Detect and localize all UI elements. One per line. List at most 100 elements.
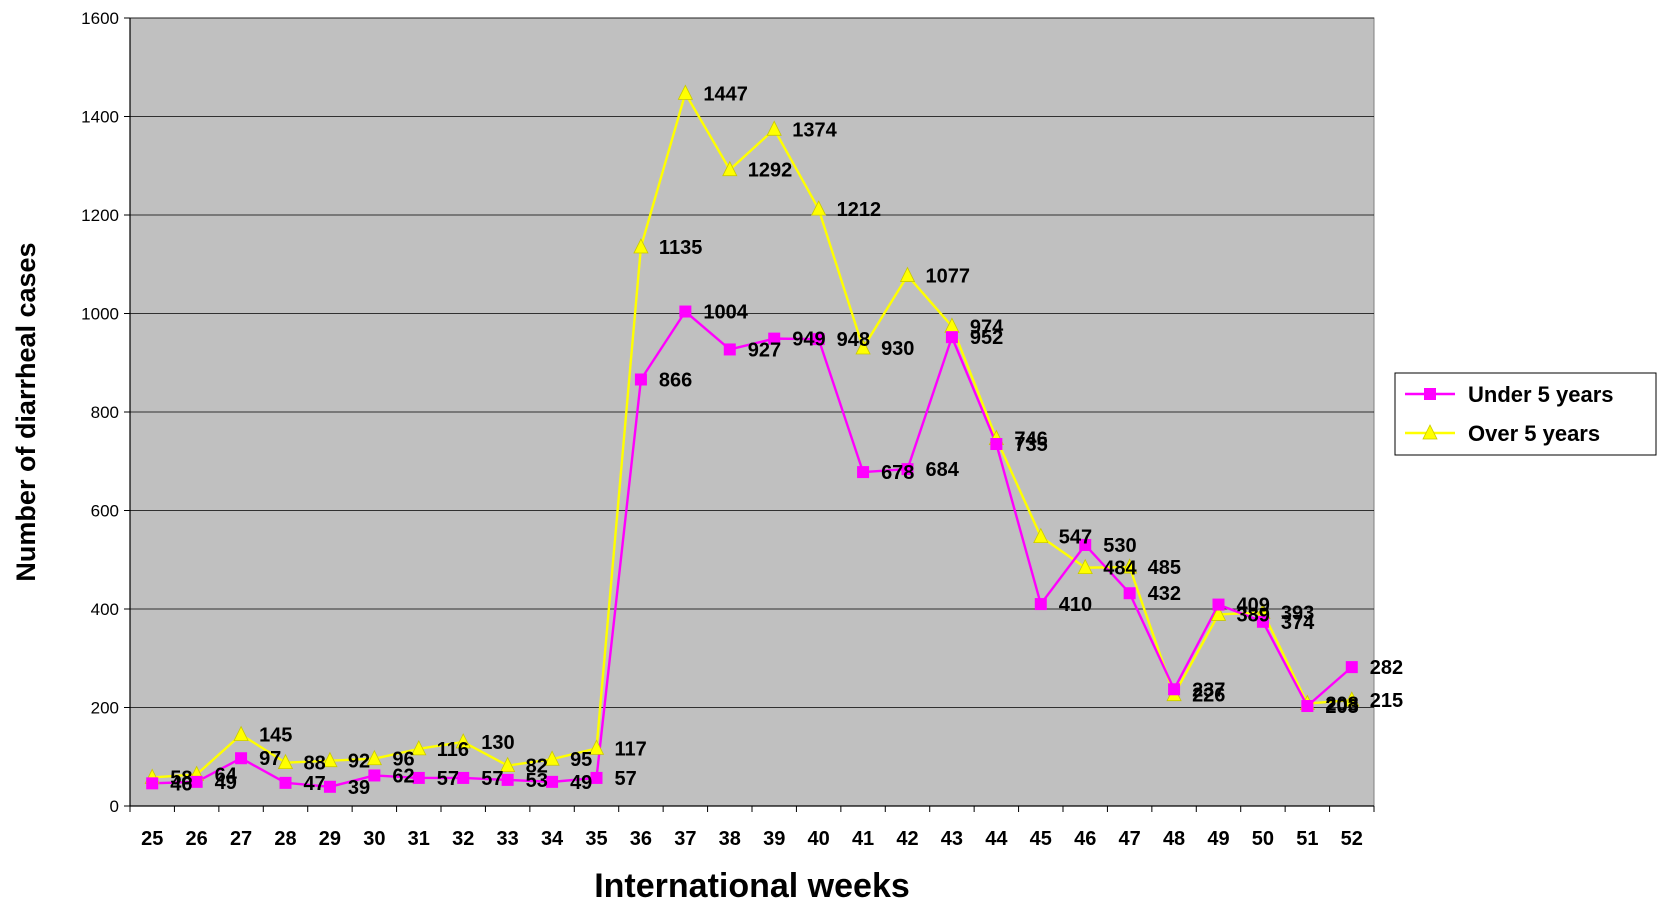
data-label-under5: 949 bbox=[792, 329, 825, 351]
data-label-under5: 49 bbox=[215, 772, 237, 794]
data-point-over5 bbox=[1121, 558, 1138, 574]
data-label-under5: 282 bbox=[1370, 657, 1403, 679]
x-tick-label: 31 bbox=[408, 828, 430, 850]
data-point-over5 bbox=[1210, 605, 1227, 621]
data-label-under5: 97 bbox=[259, 748, 281, 770]
data-label-over5: 1447 bbox=[703, 83, 748, 105]
data-label-under5: 410 bbox=[1059, 594, 1092, 616]
x-tick-label: 26 bbox=[186, 828, 208, 850]
legend-marker-under5 bbox=[1424, 388, 1436, 400]
data-labels: 58 64 145 88 92 96 116 130 82 95 117 1135 1447 1292 13… bbox=[170, 83, 1403, 798]
data-point-over5 bbox=[455, 733, 471, 749]
data-label-under5: 62 bbox=[392, 765, 414, 787]
data-label-under5: 203 bbox=[1325, 696, 1358, 718]
x-tick-label: 25 bbox=[141, 828, 163, 850]
data-point-under5 bbox=[146, 777, 159, 790]
data-label-over5: 485 bbox=[1148, 557, 1181, 579]
data-label-over5: 547 bbox=[1059, 527, 1092, 549]
x-tick-label: 33 bbox=[497, 828, 519, 850]
y-tick-label: 800 bbox=[91, 403, 119, 422]
data-label-under5: 57 bbox=[615, 768, 637, 790]
data-label-over5: 116 bbox=[437, 739, 469, 761]
series-line-over5 bbox=[152, 92, 1352, 779]
data-label-over5: 64 bbox=[215, 764, 238, 786]
y-axis-ticks: 0 200 400 600 800 1000 1200 1400 1600 bbox=[81, 9, 130, 816]
series-line-under5 bbox=[152, 310, 1353, 788]
legend-label-under5: Under 5 years bbox=[1468, 382, 1614, 407]
y-tick-label: 600 bbox=[91, 502, 119, 521]
y-tick-label: 1200 bbox=[81, 206, 119, 225]
data-label-over5: 1374 bbox=[792, 119, 837, 141]
x-tick-label: 47 bbox=[1119, 828, 1141, 850]
x-axis-ticks: 25 26 27 28 29 30 31 32 33 34 35 36 37 38 39 40 41 42 43 44… bbox=[129, 806, 1375, 850]
data-label-over5: 208 bbox=[1325, 694, 1358, 716]
data-point-under5 bbox=[901, 463, 914, 476]
data-label-under5: 237 bbox=[1192, 679, 1225, 701]
data-label-under5: 952 bbox=[970, 327, 1003, 349]
data-point-under5 bbox=[368, 769, 381, 782]
y-tick-label: 1400 bbox=[81, 108, 119, 127]
data-label-under5: 46 bbox=[170, 773, 192, 795]
data-point-over5 bbox=[1344, 691, 1360, 707]
data-point-under5 bbox=[812, 333, 825, 346]
data-point-over5 bbox=[1077, 558, 1093, 575]
data-label-under5: 927 bbox=[748, 339, 781, 361]
x-tick-label: 30 bbox=[363, 828, 385, 850]
data-point-under5 bbox=[1301, 700, 1314, 713]
x-tick-label: 45 bbox=[1030, 828, 1052, 850]
y-tick-label: 1600 bbox=[81, 9, 119, 28]
x-tick-label: 37 bbox=[674, 828, 696, 850]
data-point-under5 bbox=[1079, 538, 1092, 551]
data-point-under5 bbox=[1123, 587, 1136, 600]
data-point-under5 bbox=[279, 776, 292, 789]
data-point-under5 bbox=[457, 771, 470, 784]
x-tick-label: 34 bbox=[541, 828, 564, 850]
data-label-over5: 130 bbox=[481, 732, 514, 754]
x-tick-label: 35 bbox=[585, 828, 607, 850]
x-tick-label: 27 bbox=[230, 828, 252, 850]
data-label-over5: 974 bbox=[970, 316, 1004, 338]
data-point-under5 bbox=[1256, 615, 1269, 628]
data-point-over5 bbox=[499, 756, 516, 773]
x-tick-label: 32 bbox=[452, 828, 474, 850]
data-label-over5: 117 bbox=[615, 738, 647, 760]
legend-marker-over5 bbox=[1422, 424, 1438, 440]
data-point-under5 bbox=[679, 305, 692, 318]
x-tick-label: 52 bbox=[1341, 828, 1363, 850]
x-tick-label: 42 bbox=[896, 828, 918, 850]
data-label-over5: 58 bbox=[170, 767, 192, 789]
data-label-over5: 226 bbox=[1192, 685, 1225, 707]
data-label-under5: 39 bbox=[348, 777, 370, 799]
data-point-under5 bbox=[590, 771, 603, 784]
data-label-over5: 215 bbox=[1370, 690, 1403, 712]
data-label-under5: 57 bbox=[437, 768, 459, 790]
data-label-over5: 95 bbox=[570, 749, 592, 771]
data-point-over5 bbox=[677, 84, 694, 100]
x-tick-label: 38 bbox=[719, 828, 741, 850]
data-point-under5 bbox=[546, 775, 559, 788]
data-point-under5 bbox=[634, 373, 647, 386]
x-tick-label: 49 bbox=[1207, 828, 1229, 850]
data-point-over5 bbox=[855, 339, 871, 355]
data-label-over5: 389 bbox=[1237, 604, 1270, 626]
data-point-over5 bbox=[1033, 527, 1049, 544]
data-label-under5: 53 bbox=[526, 770, 548, 792]
data-point-over5 bbox=[899, 266, 916, 282]
data-label-under5: 409 bbox=[1237, 595, 1270, 617]
data-label-over5: 1292 bbox=[748, 160, 793, 182]
data-label-under5: 735 bbox=[1014, 434, 1047, 456]
data-label-under5: 678 bbox=[881, 462, 914, 484]
data-point-under5 bbox=[1034, 598, 1047, 611]
data-label-over5: 96 bbox=[392, 749, 414, 771]
data-point-over5 bbox=[277, 753, 294, 770]
data-label-under5: 684 bbox=[926, 459, 960, 481]
data-point-under5 bbox=[768, 332, 781, 345]
y-tick-label: 400 bbox=[91, 600, 119, 619]
data-label-under5: 948 bbox=[837, 329, 870, 351]
data-label-under5: 47 bbox=[304, 773, 326, 795]
data-label-over5: 145 bbox=[259, 725, 292, 747]
legend: Under 5 years Over 5 years bbox=[1394, 372, 1657, 456]
x-tick-label: 41 bbox=[852, 828, 874, 850]
data-point-under5 bbox=[1212, 598, 1225, 611]
data-label-over5: 746 bbox=[1014, 429, 1047, 451]
